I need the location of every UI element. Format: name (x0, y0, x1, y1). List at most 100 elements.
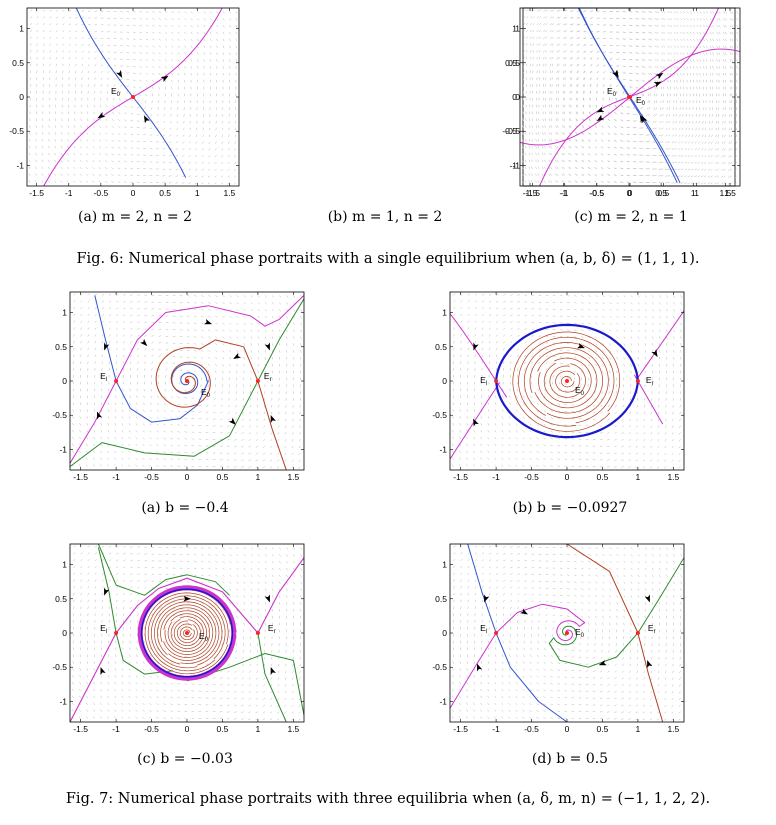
x-tick-label: -1.5 (453, 724, 468, 734)
direction-arrow (612, 69, 619, 78)
equilibrium-point (494, 379, 499, 383)
direction-arrow (473, 342, 479, 351)
direction-arrow (270, 666, 276, 675)
equilibrium-label: E0 (111, 86, 121, 98)
x-tick-label: 0.5 (597, 724, 609, 734)
x-tick-label: -0.5 (94, 188, 109, 198)
x-tick-label: 1 (195, 188, 200, 198)
y-tick-label: -1 (439, 696, 447, 706)
y-tick-label: 0.5 (55, 342, 67, 352)
y-tick-label: 0.5 (435, 594, 447, 604)
x-tick-label: -1.5 (453, 472, 468, 482)
direction-arrow (183, 596, 191, 602)
direction-arrow (596, 106, 605, 113)
x-tick-label: -1 (492, 724, 500, 734)
x-tick-label: -1 (112, 724, 120, 734)
equilibrium-point (635, 379, 640, 383)
equilibrium-label: Er (646, 375, 654, 387)
direction-arrow (653, 81, 662, 88)
direction-arrow (264, 594, 270, 603)
equilibrium-point (185, 379, 189, 383)
x-tick-label: -1 (561, 188, 569, 198)
fig6-panel-b: -1.5 -1 -0.5 0 0.5 1 1.5 1 0.5 0 -0.5 -1 E0 (250, 0, 736, 215)
direction-arrow (233, 352, 242, 359)
equilibrium-point (494, 631, 499, 635)
y-tick-label: -1 (512, 160, 520, 170)
direction-arrow (96, 411, 103, 420)
x-tick-label: -1.5 (73, 724, 88, 734)
x-tick-label: 1.5 (719, 188, 731, 198)
phase-portrait-plot: -1.5 -1 -0.5 0 0.5 1 1.5 1 0.5 0 -0.5 -1 E0 (502, 7, 741, 198)
trajectory (549, 363, 586, 398)
trajectory (523, 342, 609, 419)
equilibrium-label: Er (648, 623, 656, 635)
equilibrium-point (255, 379, 260, 383)
phase-portrait-plot: -1.5 -1 -0.5 0 0.5 1 1.5 1 0.5 0 -0.5 -1 El E0 Er (52, 291, 305, 482)
x-tick-label: -1 (112, 472, 120, 482)
y-tick-label: 0.5 (505, 58, 517, 68)
y-tick-label: 0.5 (55, 594, 67, 604)
trajectory (186, 653, 304, 716)
trajectory (70, 298, 304, 467)
x-tick-label: -1.5 (29, 188, 44, 198)
x-tick-label: 0 (565, 472, 570, 482)
trajectory (543, 357, 592, 403)
x-tick-label: 0 (185, 724, 190, 734)
trajectory (518, 336, 615, 427)
trajectory (160, 607, 214, 658)
figure-7-caption: Fig. 7: Numerical phase portraits with t… (65, 791, 711, 807)
equilibrium-point (565, 631, 569, 635)
equilibrium-label: E0 (607, 86, 617, 98)
trajectory (147, 595, 226, 672)
direction-arrow (270, 414, 276, 423)
x-tick-label: 1 (256, 724, 261, 734)
panel-caption: (a) m = 2, n = 2 (78, 209, 192, 225)
y-tick-label: 0 (442, 628, 447, 638)
phase-portrait-plot: -1.5 -1 -0.5 0 0.5 1 1.5 1 0.5 0 -0.5 -1 El E0 Er (432, 291, 685, 482)
trajectory (183, 629, 192, 638)
unstable-manifold (70, 295, 304, 464)
y-tick-label: -0.5 (432, 662, 447, 672)
trajectory (150, 598, 223, 669)
trajectory (167, 613, 207, 652)
x-tick-label: -1 (560, 188, 568, 198)
direction-arrow (160, 75, 169, 82)
x-tick-label: 1 (636, 472, 641, 482)
equilibrium-label: E0 (575, 385, 585, 397)
equilibrium-label: E0 (636, 95, 646, 107)
limit-cycle-band (137, 585, 237, 681)
y-tick-label: 0.5 (435, 342, 447, 352)
direction-arrow (655, 72, 664, 80)
trajectory (97, 547, 173, 675)
y-tick-label: 0 (512, 92, 517, 102)
axes: -1.5 -1 -0.5 0 0.5 1 1.5 1 0.5 0 -0.5 -1 (432, 543, 685, 734)
phase-portrait-plot: -1.5 -1 -0.5 0 0.5 1 1.5 1 0.5 0 -0.5 -1 El E0 Er (52, 543, 305, 734)
x-tick-label: 1.5 (287, 724, 299, 734)
phase-portrait-plot: -1.5 -1 -0.5 0 0.5 1 1.5 1 0.5 0 -0.5 -1 E0 (9, 7, 240, 198)
direction-arrow (228, 417, 236, 425)
direction-arrow (104, 342, 110, 351)
y-tick-label: 0 (515, 92, 520, 102)
x-tick-label: -0.5 (524, 472, 539, 482)
equilibrium-label: El (480, 375, 487, 387)
trajectory (176, 623, 198, 644)
equilibrium-label: El (100, 371, 107, 383)
x-tick-label: 1.5 (667, 724, 679, 734)
axes: -1.5 -1 -0.5 0 0.5 1 1.5 1 0.5 0 -0.5 -1 (502, 7, 741, 198)
direction-arrow (97, 112, 106, 119)
panel-caption: (b) m = 1, n = 2 (327, 209, 443, 225)
direction-arrow (116, 69, 123, 78)
y-tick-label: 1 (62, 560, 67, 570)
y-tick-label: -0.5 (505, 126, 520, 136)
equilibrium-point (635, 631, 640, 635)
stable-manifold (577, 8, 681, 183)
y-tick-label: -0.5 (9, 126, 24, 136)
vector-field (28, 9, 238, 185)
x-tick-label: 0 (131, 188, 136, 198)
direction-arrow (644, 594, 650, 603)
x-tick-label: 0.5 (159, 188, 171, 198)
trajectory (560, 376, 575, 388)
trajectory (180, 626, 195, 641)
equilibrium-point (114, 631, 119, 635)
x-tick-label: -1 (65, 188, 73, 198)
